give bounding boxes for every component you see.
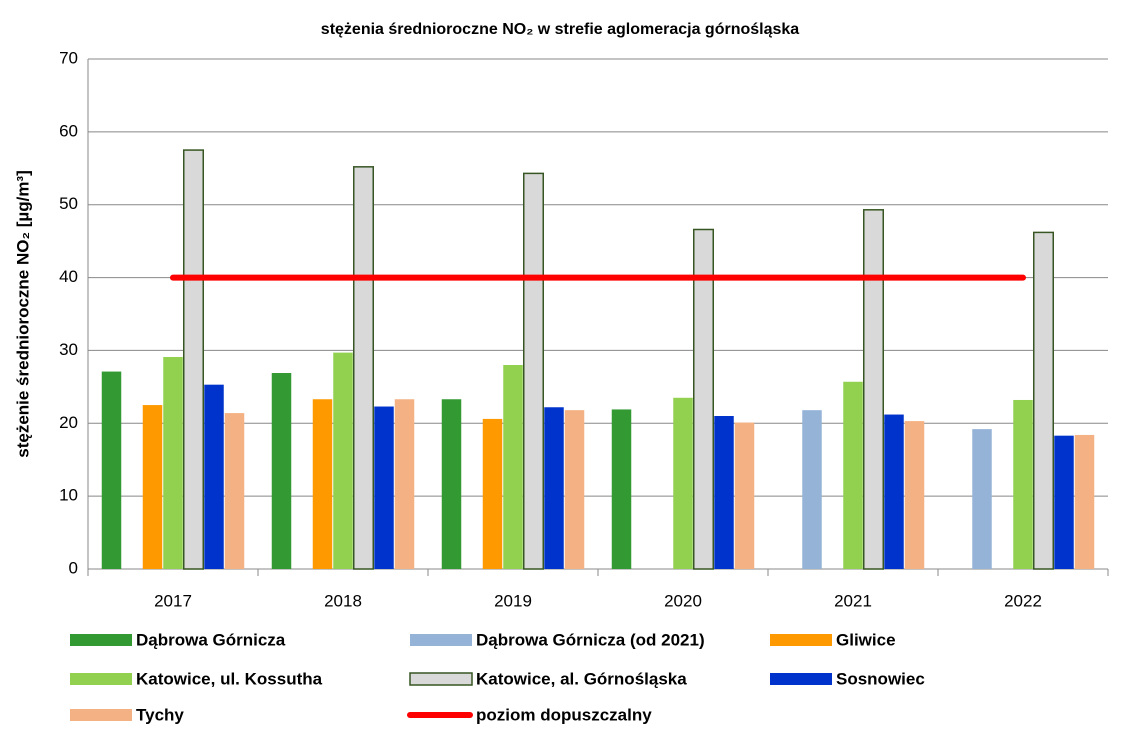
bar xyxy=(673,397,693,569)
bar xyxy=(564,410,585,569)
legend-label: Sosnowiec xyxy=(836,669,925,688)
legend-swatch xyxy=(70,634,132,646)
bar xyxy=(1074,434,1095,569)
bar xyxy=(802,410,822,569)
bar xyxy=(441,399,462,569)
bar xyxy=(734,422,755,569)
bar xyxy=(1013,399,1033,569)
bar xyxy=(611,409,632,569)
legend-swatch xyxy=(410,634,472,646)
y-tick-label: 10 xyxy=(59,486,78,505)
bar xyxy=(163,356,183,569)
legend-label: Gliwice xyxy=(836,630,896,649)
bar xyxy=(374,406,394,569)
bar xyxy=(523,172,544,570)
legend-swatch xyxy=(70,709,132,721)
y-tick-label: 60 xyxy=(59,121,78,140)
bar xyxy=(271,373,292,569)
x-tick-label: 2019 xyxy=(494,591,532,610)
bar xyxy=(884,414,904,569)
y-tick-label: 30 xyxy=(59,340,78,359)
x-tick-label: 2021 xyxy=(834,591,872,610)
legend-label: Dąbrowa Górnicza xyxy=(136,630,286,649)
y-tick-label: 20 xyxy=(59,413,78,432)
y-tick-label: 40 xyxy=(59,267,78,286)
bar xyxy=(312,399,333,569)
y-tick-label: 0 xyxy=(69,558,78,577)
bar xyxy=(333,352,353,569)
x-tick-label: 2017 xyxy=(154,591,192,610)
legend-label: Katowice, ul. Kossutha xyxy=(136,669,323,688)
bar xyxy=(904,421,925,569)
legend-swatch xyxy=(770,673,832,685)
x-tick-label: 2020 xyxy=(664,591,702,610)
legend-label: poziom dopuszczalny xyxy=(476,705,652,724)
bar xyxy=(544,407,564,569)
bar xyxy=(224,413,245,569)
bar xyxy=(101,371,122,569)
legend-label: Dąbrowa Górnicza (od 2021) xyxy=(476,630,705,649)
y-tick-label: 70 xyxy=(59,48,78,67)
legend-swatch xyxy=(770,634,832,646)
legend-swatch xyxy=(70,673,132,685)
legend-label: Tychy xyxy=(136,705,184,724)
bar xyxy=(183,149,204,570)
bar xyxy=(353,166,374,570)
bar xyxy=(972,429,992,569)
bar xyxy=(394,399,415,569)
bar xyxy=(714,416,734,569)
y-axis-label: stężenie średnioroczne NO₂ [µg/m³] xyxy=(13,170,32,458)
bar xyxy=(1033,231,1054,570)
y-tick-label: 50 xyxy=(59,194,78,213)
bar xyxy=(1054,435,1074,569)
bar xyxy=(693,228,714,570)
chart-title: stężenia średnioroczne NO₂ w strefie agl… xyxy=(321,21,799,38)
x-tick-label: 2022 xyxy=(1004,591,1042,610)
legend-swatch xyxy=(409,672,473,686)
bar xyxy=(503,365,523,569)
bar xyxy=(843,381,863,569)
bar xyxy=(142,405,163,569)
x-tick-label: 2018 xyxy=(324,591,362,610)
bar xyxy=(482,418,503,569)
bar xyxy=(204,384,224,569)
bar xyxy=(863,209,884,570)
legend-label: Katowice, al. Górnośląska xyxy=(476,669,687,688)
